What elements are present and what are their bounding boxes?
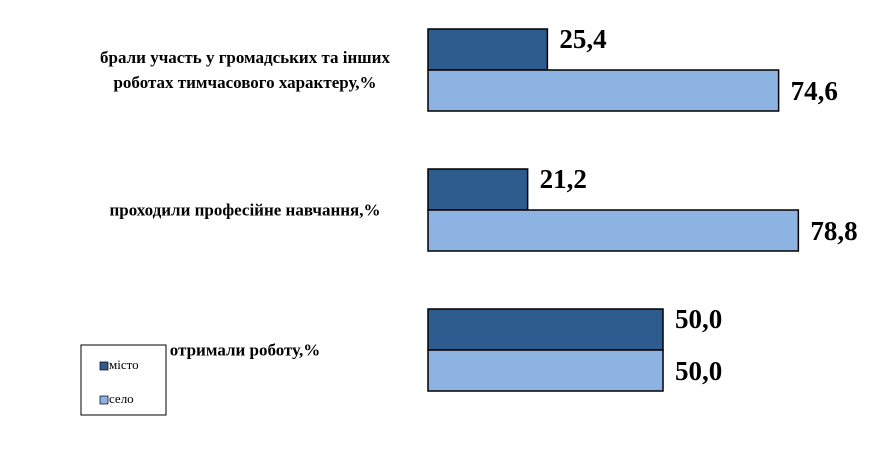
bar bbox=[427, 28, 549, 71]
value-label: 50,0 bbox=[675, 356, 722, 386]
value-label: 21,2 bbox=[540, 164, 587, 194]
value-label: 74,6 bbox=[791, 76, 838, 106]
legend-box bbox=[80, 344, 167, 416]
bar bbox=[427, 349, 664, 392]
value-label: 25,4 bbox=[559, 24, 606, 54]
value-label: 78,8 bbox=[810, 216, 857, 246]
legend-swatch bbox=[99, 395, 109, 405]
bar bbox=[427, 168, 529, 211]
legend-label: місто bbox=[109, 357, 139, 372]
bar bbox=[427, 69, 780, 112]
legend-label: село bbox=[109, 391, 134, 406]
legend-swatch bbox=[99, 361, 109, 371]
category-label: брали участь у громадських та інших робо… bbox=[100, 48, 390, 92]
category-label: отримали роботу,% bbox=[169, 340, 321, 360]
bar bbox=[427, 209, 800, 252]
bar bbox=[427, 308, 664, 351]
value-label: 50,0 bbox=[675, 304, 722, 334]
category-label: проходили професійне навчання,% bbox=[109, 200, 381, 220]
